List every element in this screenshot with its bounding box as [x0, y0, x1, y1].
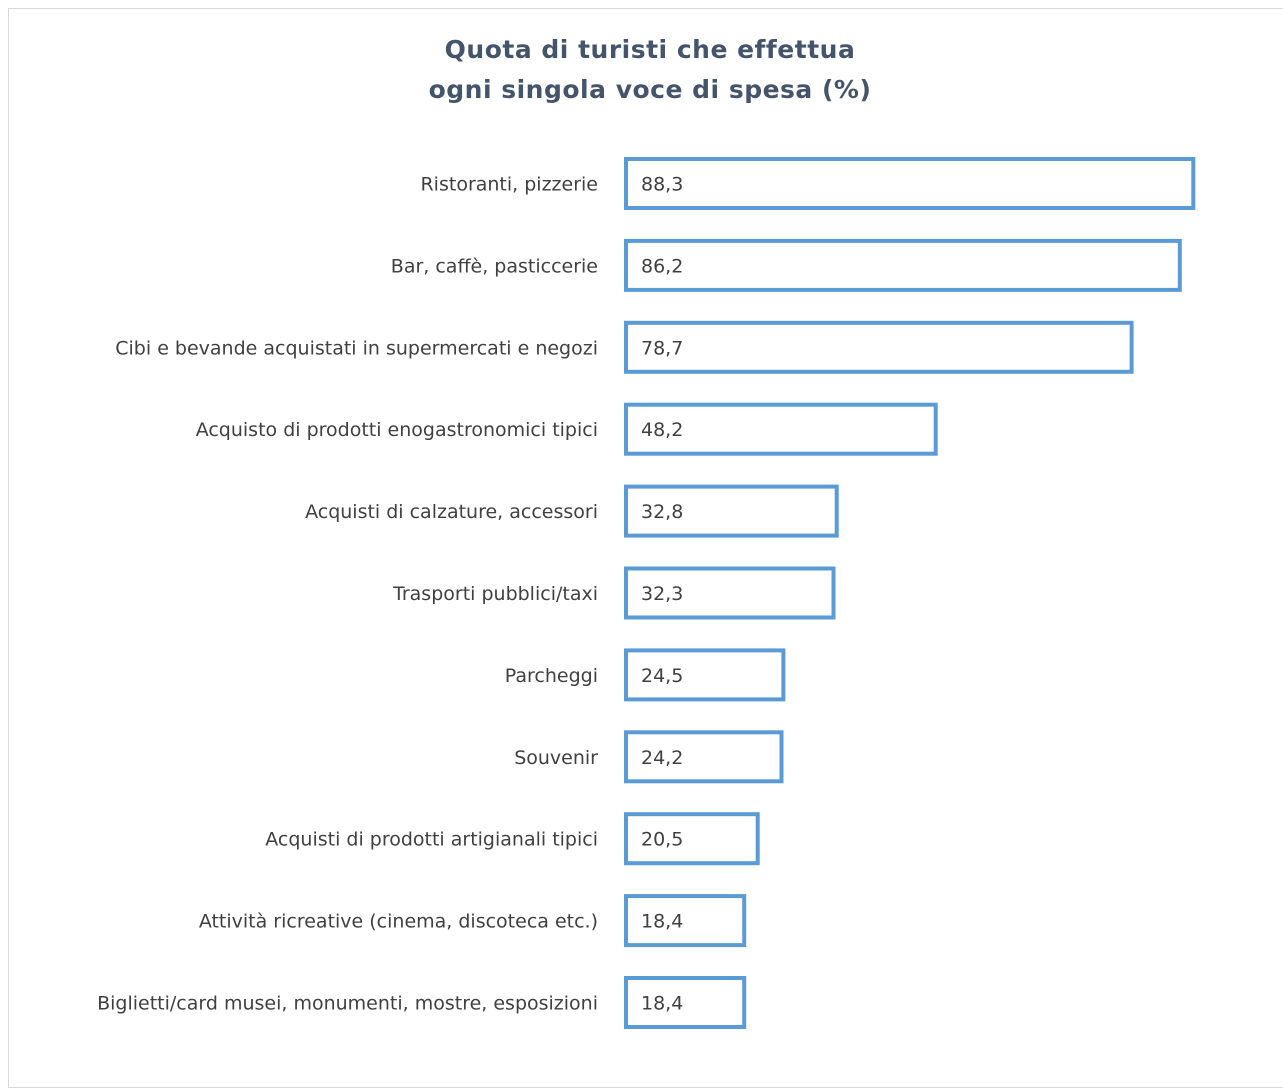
category-label-9: Acquisti di prodotti artigianali tipici — [265, 829, 598, 851]
category-label-8: Souvenir — [514, 747, 598, 769]
bar-10 — [624, 894, 747, 948]
bar-8 — [624, 730, 784, 784]
data-label-9: 20,5 — [641, 829, 683, 851]
data-label-5: 32,8 — [641, 501, 683, 523]
category-label-10: Attività ricreative (cinema, discoteca e… — [199, 911, 598, 933]
chart-title-line-2: ogni singola voce di spesa (%) — [428, 75, 872, 104]
bar-9 — [624, 812, 760, 866]
data-label-11: 18,4 — [641, 993, 683, 1015]
category-label-11: Biglietti/card musei, monumenti, mostre,… — [97, 993, 598, 1015]
category-label-1: Ristoranti, pizzerie — [420, 174, 598, 196]
bar-7 — [624, 648, 786, 702]
category-label-2: Bar, caffè, pasticcerie — [391, 255, 598, 277]
bar-4 — [624, 402, 938, 456]
category-label-6: Trasporti pubblici/taxi — [392, 583, 598, 605]
category-label-3: Cibi e bevande acquistati in supermercat… — [115, 337, 598, 359]
bar-2 — [624, 238, 1182, 292]
data-label-2: 86,2 — [641, 255, 683, 277]
category-label-7: Parcheggi — [505, 665, 598, 687]
chart-title: Quota di turisti che effettua ogni singo… — [0, 30, 1283, 110]
data-label-8: 24,2 — [641, 747, 683, 769]
data-label-3: 78,7 — [641, 337, 683, 359]
data-label-1: 88,3 — [641, 174, 683, 196]
bar-11 — [624, 976, 747, 1029]
data-label-10: 18,4 — [641, 911, 683, 933]
bar-1 — [624, 157, 1196, 210]
category-label-5: Acquisti di calzature, accessori — [305, 501, 598, 523]
bar-3 — [624, 320, 1134, 374]
category-label-4: Acquisto di prodotti enogastronomici tip… — [196, 419, 598, 441]
chart-title-line-1: Quota di turisti che effettua — [444, 35, 856, 64]
data-label-6: 32,3 — [641, 583, 683, 605]
bar-5 — [624, 484, 839, 538]
bar-6 — [624, 566, 836, 620]
data-label-7: 24,5 — [641, 665, 683, 687]
data-label-4: 48,2 — [641, 419, 683, 441]
